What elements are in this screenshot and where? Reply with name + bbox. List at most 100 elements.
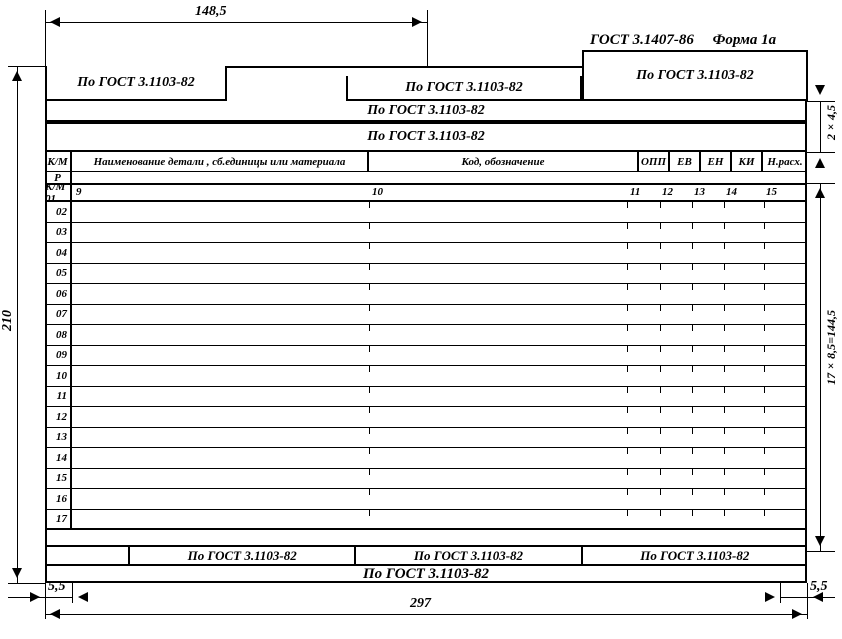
data-rows: 02030405060708091011121314151617 — [45, 202, 807, 583]
drawing-form: 148,5 210 2×4,5 17×8,5=144,5 297 5,5 5,5… — [0, 0, 842, 639]
column-tick — [660, 510, 661, 516]
dim-arrow — [12, 568, 22, 583]
column-tick — [627, 407, 628, 413]
column-tick — [660, 346, 661, 352]
col-opp: ОПП — [639, 152, 670, 171]
table-row: 12 — [45, 407, 807, 428]
table-row: 08 — [45, 325, 807, 346]
ref-text: По ГОСТ 3.1103-82 — [405, 80, 523, 96]
column-tick — [764, 407, 765, 413]
dim-arrow — [815, 536, 825, 551]
dim-label-left: 210 — [0, 310, 16, 331]
standard-title: ГОСТ 3.1407-86 Форма 1а — [590, 32, 776, 49]
ref-10: 10 — [372, 186, 383, 198]
ref-text: По ГОСТ 3.1103-82 — [367, 103, 485, 119]
table-row: 04 — [45, 243, 807, 264]
table-row: 11 — [45, 387, 807, 408]
column-tick — [369, 325, 370, 331]
column-tick — [724, 264, 725, 270]
dim-arrow — [30, 592, 45, 602]
column-tick — [660, 305, 661, 311]
column-tick — [660, 202, 661, 208]
table-row: 15 — [45, 469, 807, 490]
column-tick — [764, 284, 765, 290]
column-tick — [369, 448, 370, 454]
column-tick — [724, 407, 725, 413]
ref-15: 15 — [766, 186, 777, 198]
column-tick — [764, 510, 765, 516]
column-tick — [369, 223, 370, 229]
ref-12: 12 — [662, 186, 673, 198]
row-number: 11 — [45, 387, 72, 407]
column-tick — [764, 469, 765, 475]
dim-ext-line — [807, 101, 835, 102]
column-tick — [660, 387, 661, 393]
row-number: 08 — [45, 325, 72, 345]
form-name: Форма 1а — [713, 32, 777, 48]
ref-text: По ГОСТ 3.1103-82 — [367, 129, 485, 145]
column-tick — [692, 284, 693, 290]
column-tick — [724, 284, 725, 290]
dim-arrow — [765, 592, 780, 602]
footer-top-row: По ГОСТ 3.1103-82 По ГОСТ 3.1103-82 По Г… — [45, 545, 807, 564]
column-tick — [764, 387, 765, 393]
column-tick — [660, 428, 661, 434]
dim-line — [45, 614, 807, 615]
row-number: 13 — [45, 428, 72, 448]
column-tick — [660, 448, 661, 454]
column-tick — [627, 489, 628, 495]
column-tick — [692, 428, 693, 434]
column-tick — [627, 448, 628, 454]
header-band-1: По ГОСТ 3.1103-82 — [45, 101, 807, 122]
footer-cell-2: По ГОСТ 3.1103-82 — [356, 547, 582, 564]
column-tick — [369, 305, 370, 311]
row-body — [72, 202, 807, 222]
title-block-mid: По ГОСТ 3.1103-82 — [346, 76, 582, 101]
row-number: 04 — [45, 243, 72, 263]
dim-arrow — [412, 17, 427, 27]
column-tick — [692, 407, 693, 413]
dim-label-bottom: 297 — [410, 596, 431, 612]
column-tick — [369, 510, 370, 516]
col-ki: КИ — [732, 152, 763, 171]
column-tick — [369, 469, 370, 475]
table-row: 09 — [45, 346, 807, 367]
row-number: 17 — [45, 510, 72, 529]
dim-arrow — [792, 609, 807, 619]
col-nrash: Н.расх. — [763, 152, 807, 171]
row-number: 03 — [45, 223, 72, 243]
ref-13: 13 — [694, 186, 705, 198]
column-tick — [627, 202, 628, 208]
column-tick — [627, 346, 628, 352]
col-code: Код, обозначение — [369, 152, 639, 171]
row-number: 16 — [45, 489, 72, 509]
dim-arrow — [73, 592, 88, 602]
col-km: К/М — [45, 152, 72, 171]
column-tick — [369, 428, 370, 434]
column-tick — [692, 366, 693, 372]
dim-arrow — [815, 153, 825, 168]
column-tick — [764, 305, 765, 311]
table-row: 13 — [45, 428, 807, 449]
column-tick — [724, 387, 725, 393]
row-body — [72, 264, 807, 284]
row-body — [72, 448, 807, 468]
column-tick — [724, 243, 725, 249]
column-tick — [764, 489, 765, 495]
column-tick — [724, 223, 725, 229]
column-tick — [627, 510, 628, 516]
dim-label-br: 5,5 — [810, 579, 828, 595]
table-row: 10 — [45, 366, 807, 387]
col-name: Наименование детали , сб.единицы или мат… — [72, 152, 369, 171]
column-tick — [692, 202, 693, 208]
column-tick — [369, 264, 370, 270]
column-tick — [369, 346, 370, 352]
column-tick — [724, 366, 725, 372]
column-tick — [627, 387, 628, 393]
column-tick — [369, 366, 370, 372]
reference-numbers-row: К/М 01 9 10 11 12 13 14 15 — [45, 183, 807, 202]
table-row: 05 — [45, 264, 807, 285]
column-header-row: К/М Наименование детали , сб.единицы или… — [45, 152, 807, 171]
column-tick — [627, 264, 628, 270]
dim-label-top: 148,5 — [195, 4, 227, 20]
